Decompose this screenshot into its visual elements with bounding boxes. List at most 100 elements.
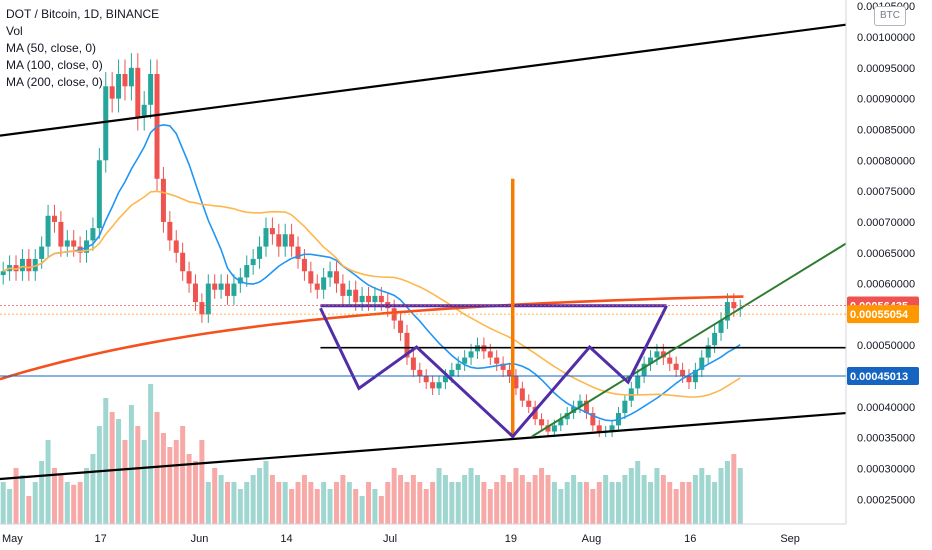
- candle-body: [26, 258, 32, 272]
- volume-bar: [724, 461, 730, 524]
- candle-body: [32, 258, 38, 272]
- legend-title: DOT / Bitcoin, 1D, BINANCE: [6, 7, 160, 21]
- candle-body: [609, 425, 615, 432]
- candle-body: [519, 388, 525, 401]
- volume-bar: [231, 482, 237, 524]
- volume-bar: [366, 482, 372, 524]
- candle-body: [250, 258, 256, 266]
- candle-body: [532, 406, 538, 420]
- volume-bar: [481, 482, 487, 524]
- candle-body: [180, 252, 186, 272]
- volume-bar: [660, 475, 666, 524]
- volume-bar: [160, 433, 166, 524]
- legend-ma100[interactable]: MA (100, close, 0): [6, 58, 103, 72]
- legend-ma50[interactable]: MA (50, close, 0): [6, 41, 97, 55]
- price-tick-label: 0.00100000: [857, 32, 915, 44]
- candle-body: [705, 345, 711, 358]
- volume-bar: [289, 489, 295, 524]
- candle-body: [276, 234, 282, 247]
- candle-body: [96, 160, 102, 229]
- price-tick-label: 0.00025000: [857, 494, 915, 506]
- volume-bar: [282, 482, 288, 524]
- candle-body: [58, 221, 64, 247]
- volume-bar: [135, 426, 141, 524]
- price-tick-label: 0.00050000: [857, 340, 915, 352]
- price-tag-label: 0.00055054: [850, 309, 909, 321]
- candle-body: [218, 283, 224, 290]
- volume-bar: [32, 482, 38, 524]
- candle-body: [404, 332, 410, 358]
- candle-body: [0, 271, 6, 276]
- candle-body: [109, 86, 115, 99]
- price-tick-label: 0.00065000: [857, 248, 915, 260]
- volume-bar: [718, 468, 724, 524]
- legend-vol[interactable]: Vol: [6, 24, 23, 38]
- volume-bar: [148, 384, 154, 524]
- volume-bar: [250, 475, 256, 524]
- volume-bar: [436, 468, 442, 524]
- volume-bar: [571, 475, 577, 524]
- volume-bar: [462, 475, 468, 524]
- candle-body: [686, 376, 692, 383]
- volume-bar: [109, 412, 115, 524]
- candle-body: [295, 246, 301, 259]
- candle-body: [673, 363, 679, 370]
- time-tick-label: 14: [280, 533, 292, 545]
- volume-bar: [487, 489, 493, 524]
- volume-bar: [192, 461, 198, 524]
- volume-bar: [0, 482, 6, 524]
- candle-body: [718, 320, 724, 333]
- candle-body: [449, 369, 455, 377]
- price-tag: [847, 366, 919, 385]
- volume-bar: [673, 489, 679, 524]
- drawings: [0, 23, 847, 481]
- candle-body: [167, 221, 173, 241]
- candle-body: [436, 382, 442, 389]
- volume-bar: [269, 475, 275, 524]
- legend-ma200[interactable]: MA (200, close, 0): [6, 75, 103, 89]
- volume-bar: [494, 482, 500, 524]
- volume-bar: [577, 482, 583, 524]
- candle-body: [699, 357, 705, 370]
- channel-upper-line: [0, 23, 847, 137]
- time-tick-label: 17: [95, 533, 107, 545]
- chart-legend: DOT / Bitcoin, 1D, BINANCE Vol MA (50, c…: [6, 6, 159, 91]
- volume-bar: [340, 475, 346, 524]
- volume-bar: [180, 426, 186, 524]
- volume-bar: [603, 475, 609, 524]
- volume-bar: [500, 475, 506, 524]
- volume-bar: [218, 475, 224, 524]
- volume-bar: [564, 482, 570, 524]
- price-tag: [847, 305, 919, 324]
- candle-body: [327, 271, 333, 278]
- volume-bar: [321, 482, 327, 524]
- volume-bar: [359, 496, 365, 524]
- volume-bar: [103, 398, 109, 524]
- price-tick-label: 0.00040000: [857, 402, 915, 414]
- candle-body: [13, 265, 19, 272]
- volume-bar: [596, 482, 602, 524]
- currency-unit-button[interactable]: BTC: [874, 6, 906, 26]
- volume-bar: [391, 468, 397, 524]
- volume-bar: [378, 496, 384, 524]
- candle-body: [712, 332, 718, 346]
- candle-body: [455, 363, 461, 370]
- price-tick-label: 0.00085000: [857, 124, 915, 136]
- time-tick-label: 19: [505, 533, 517, 545]
- candle-body: [366, 295, 372, 303]
- candle-body: [558, 419, 564, 426]
- candle-body: [71, 240, 77, 247]
- candle-body: [423, 376, 429, 383]
- volume-bar: [667, 482, 673, 524]
- candle-body: [507, 369, 513, 377]
- volume-bars: [0, 384, 743, 524]
- volume-bar: [77, 482, 83, 524]
- volume-bar: [737, 468, 743, 524]
- volume-bar: [333, 482, 339, 524]
- candle-body: [148, 73, 154, 105]
- candle-body: [724, 302, 730, 321]
- candle-body: [269, 228, 275, 235]
- volume-bar: [244, 482, 250, 524]
- candle-body: [635, 376, 641, 389]
